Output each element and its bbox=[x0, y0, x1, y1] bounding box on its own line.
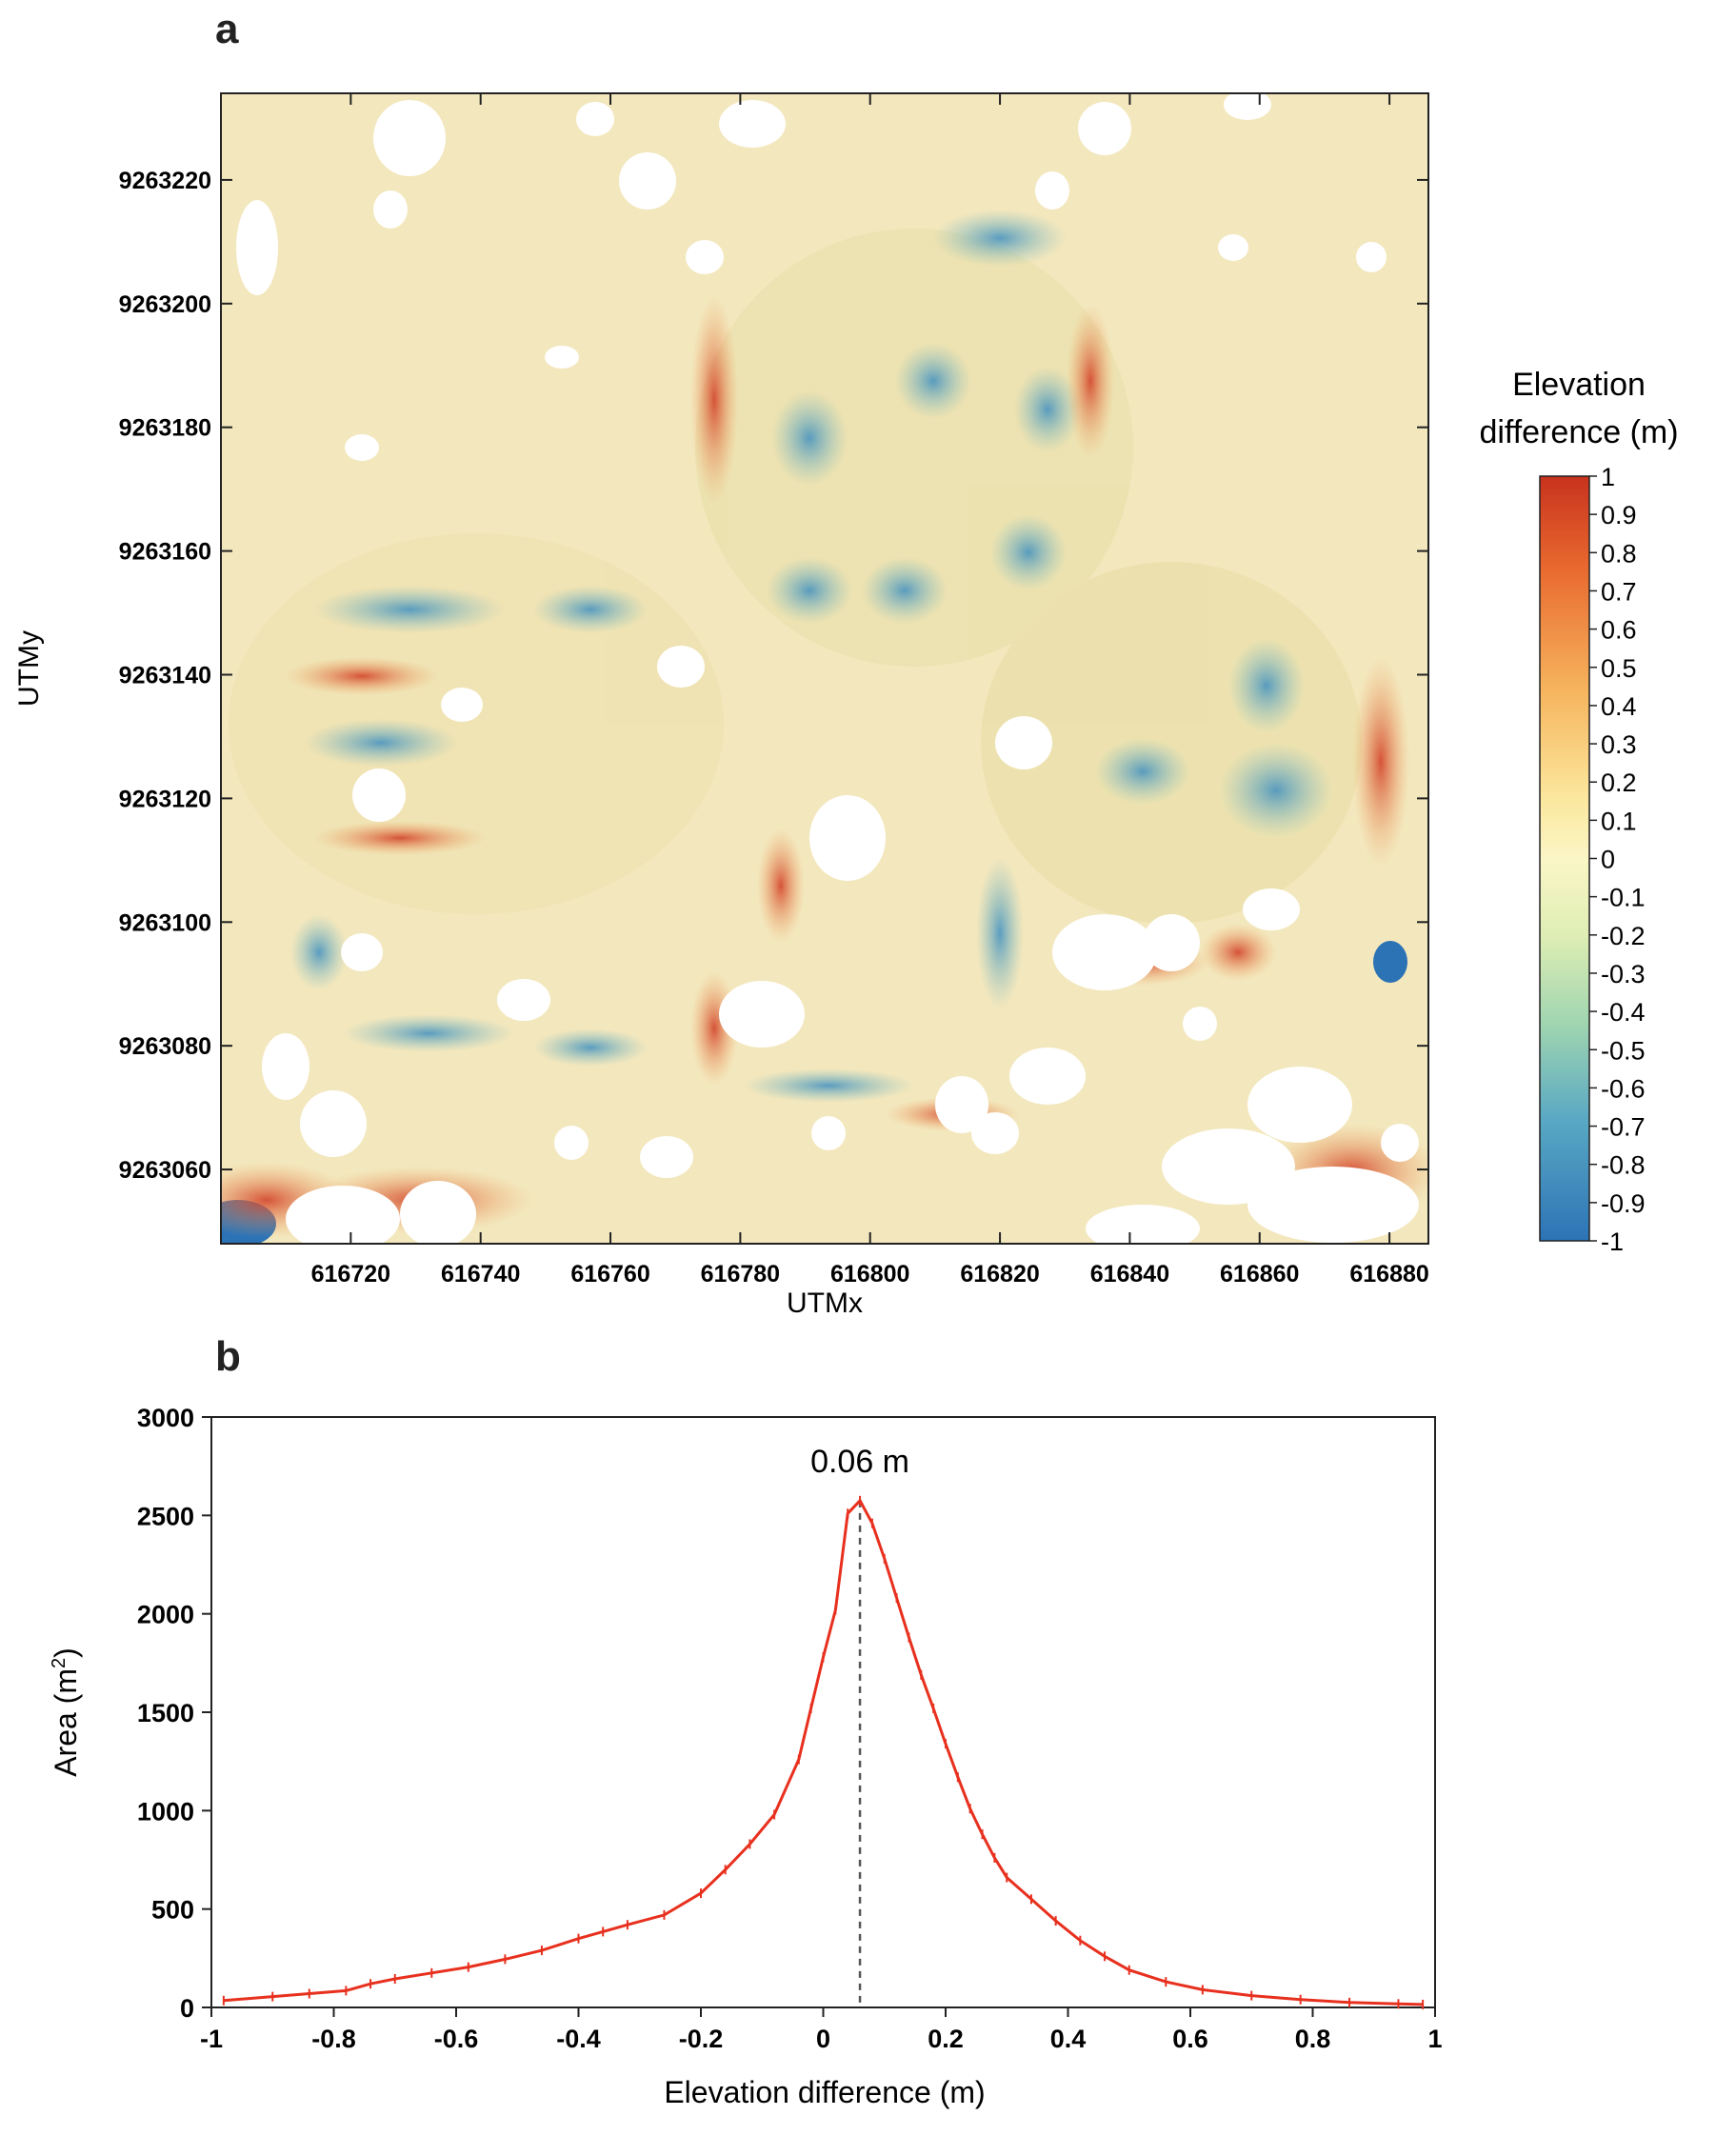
hist-x-tick-label: -0.4 bbox=[556, 2025, 601, 2053]
map-x-tick-label: 616740 bbox=[441, 1261, 520, 1288]
map-y-tick-label: 9263200 bbox=[119, 291, 211, 318]
hist-y-ticks: 0 500 1000 1500 2000 2500 3000 bbox=[137, 1404, 211, 2023]
series-line bbox=[223, 1498, 1424, 2006]
panel-a-letter: a bbox=[215, 6, 239, 52]
map-y-tick-label: 9263080 bbox=[119, 1033, 211, 1060]
hist-x-axis-label: Elevation difference (m) bbox=[664, 2075, 985, 2109]
hist-x-tick-label: 0.8 bbox=[1295, 2025, 1331, 2053]
hist-y-axis-label-sup: 2 bbox=[49, 1658, 70, 1668]
colorbar-tick-label: 0.3 bbox=[1601, 730, 1637, 759]
hist-x-tick-label: 0 bbox=[816, 2025, 830, 2053]
hist-y-axis-label-close: ) bbox=[49, 1647, 83, 1658]
colorbar-tick-label: -0.4 bbox=[1601, 998, 1646, 1027]
hist-x-tick-label: -0.6 bbox=[434, 2025, 479, 2053]
hist-y-tick-label: 3000 bbox=[137, 1404, 194, 1432]
hist-y-tick-label: 1500 bbox=[137, 1699, 194, 1727]
colorbar: Elevation difference (m) 1 0.9 0.8 0.7 0.6 0.… bbox=[1479, 367, 1678, 1256]
hist-x-tick-label: -1 bbox=[200, 2025, 223, 2053]
colorbar-tick-label: -0.7 bbox=[1601, 1113, 1646, 1142]
hist-x-tick-label: -0.8 bbox=[311, 2025, 356, 2053]
peak-marker: 0.06 m bbox=[810, 1444, 909, 2007]
colorbar-tick-label: 0.8 bbox=[1601, 539, 1637, 568]
hist-x-tick-label: 1 bbox=[1427, 2025, 1442, 2053]
map-plot-area bbox=[221, 93, 1428, 1244]
map-y-axis-label: UTMy bbox=[13, 630, 45, 707]
colorbar-tick-label: 0.2 bbox=[1601, 769, 1637, 797]
colorbar-tick-label: 0.9 bbox=[1601, 501, 1637, 529]
map-x-tick-label: 616860 bbox=[1220, 1261, 1299, 1288]
colorbar-gradient bbox=[1539, 475, 1590, 1242]
hist-y-axis-label: Area (m2) bbox=[49, 1647, 83, 1777]
map-y-tick-label: 9263220 bbox=[119, 168, 211, 194]
map-x-tick-label: 616760 bbox=[570, 1261, 649, 1288]
hist-y-tick-label: 1000 bbox=[137, 1797, 194, 1826]
map-y-tick-label: 9263180 bbox=[119, 415, 211, 442]
map-y-tick-label: 9263100 bbox=[119, 909, 211, 936]
map-x-ticks: 616720 616740 616760 616780 616800 616820 6168… bbox=[311, 93, 1429, 1288]
colorbar-title-line2: difference (m) bbox=[1479, 414, 1678, 450]
map-x-axis-label: UTMx bbox=[787, 1288, 863, 1319]
map-y-tick-label: 9263160 bbox=[119, 539, 211, 566]
map-frame bbox=[220, 92, 1429, 1245]
map-x-tick-label: 616820 bbox=[960, 1261, 1039, 1288]
map-x-tick-label: 616880 bbox=[1349, 1261, 1428, 1288]
map-y-tick-label: 9263120 bbox=[119, 786, 211, 812]
colorbar-tick-label: 0 bbox=[1601, 846, 1615, 874]
hist-x-tick-label: 0.2 bbox=[928, 2025, 964, 2053]
colorbar-tick-label: 0.7 bbox=[1601, 577, 1637, 606]
hist-plot-frame bbox=[210, 1416, 1436, 2008]
map-x-tick-label: 616840 bbox=[1090, 1261, 1169, 1288]
hist-x-tick-label: -0.2 bbox=[679, 2025, 724, 2053]
colorbar-tick-label: -0.9 bbox=[1601, 1189, 1646, 1218]
map-y-tick-label: 9263140 bbox=[119, 662, 211, 689]
colorbar-tick-label: 0.5 bbox=[1601, 654, 1637, 683]
colorbar-tick-label: 0.1 bbox=[1601, 807, 1637, 835]
elevation-difference-map: 616720 616740 616760 616780 616800 616820 6168… bbox=[13, 92, 1679, 1319]
colorbar-tick-label: -0.5 bbox=[1601, 1036, 1646, 1065]
colorbar-title-line1: Elevation bbox=[1512, 367, 1646, 403]
peak-label: 0.06 m bbox=[810, 1444, 909, 1480]
colorbar-tick-label: 1 bbox=[1601, 463, 1615, 491]
hist-x-tick-label: 0.4 bbox=[1050, 2025, 1087, 2053]
hist-x-tick-label: 0.6 bbox=[1172, 2025, 1208, 2053]
hist-y-tick-label: 500 bbox=[151, 1896, 194, 1925]
hist-y-tick-label: 2000 bbox=[137, 1601, 194, 1629]
colorbar-tick-label: -0.6 bbox=[1601, 1074, 1646, 1103]
area-histogram-chart: -1 -0.8 -0.6 -0.4 -0.2 0 0.2 0.4 0.6 0.8 1 0 500 100… bbox=[49, 1404, 1443, 2109]
colorbar-tick-label: -0.2 bbox=[1601, 922, 1646, 950]
hist-x-ticks: -1 -0.8 -0.6 -0.4 -0.2 0 0.2 0.4 0.6 0.8 1 bbox=[200, 2007, 1443, 2053]
colorbar-tick-label: 0.6 bbox=[1601, 616, 1637, 645]
colorbar-tick-label: -0.8 bbox=[1601, 1151, 1646, 1180]
map-y-ticks: 9263220 9263200 9263180 9263160 9263140 92631… bbox=[119, 168, 1428, 1184]
colorbar-tick-label: -0.3 bbox=[1601, 960, 1646, 988]
colorbar-ticks: 1 0.9 0.8 0.7 0.6 0.5 0.4 0.3 0.2 0.1 0 -0.1 -0.2 -0.… bbox=[1589, 463, 1646, 1256]
map-x-tick-label: 616720 bbox=[311, 1261, 390, 1288]
colorbar-tick-label: -1 bbox=[1601, 1228, 1624, 1256]
colorbar-tick-label: -0.1 bbox=[1601, 884, 1646, 912]
map-y-tick-label: 9263060 bbox=[119, 1157, 211, 1184]
panel-b-letter: b bbox=[215, 1333, 241, 1380]
hist-y-tick-label: 0 bbox=[180, 1994, 194, 2023]
colorbar-tick-label: 0.4 bbox=[1601, 692, 1637, 721]
hist-y-tick-label: 2500 bbox=[137, 1502, 194, 1530]
no-data-gaps bbox=[236, 93, 1419, 1244]
map-x-tick-label: 616780 bbox=[701, 1261, 780, 1288]
hist-series bbox=[222, 1495, 1425, 2009]
map-x-tick-label: 616800 bbox=[830, 1261, 909, 1288]
hist-y-axis-label-main: Area (m bbox=[49, 1668, 83, 1777]
blue-depressions bbox=[221, 210, 1407, 1244]
